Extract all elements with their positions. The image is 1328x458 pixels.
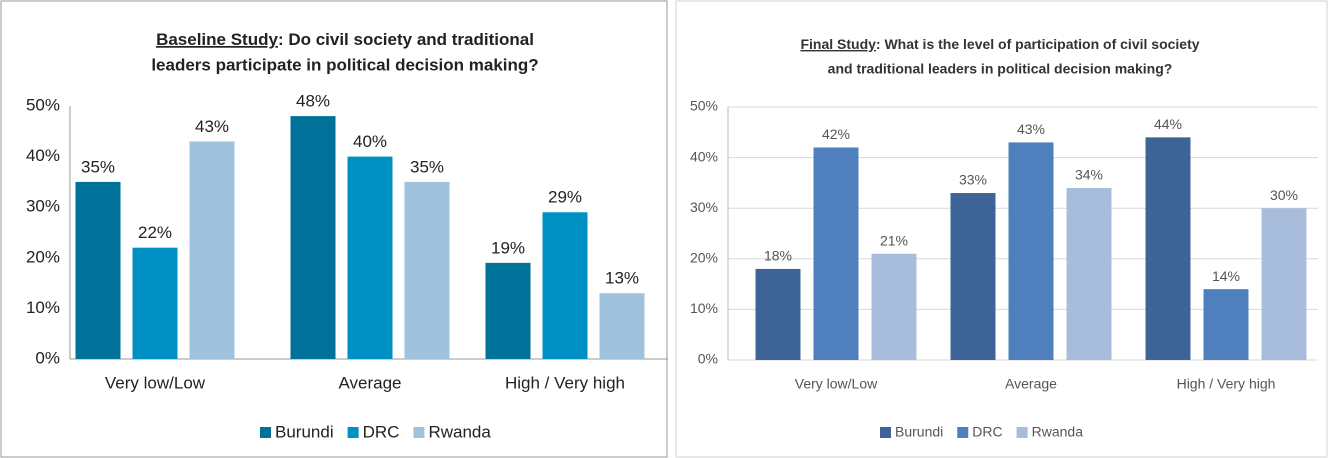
y-tick-label: 30% [690,199,718,215]
legend-swatch [1016,427,1028,438]
data-label: 14% [1212,268,1240,284]
bar [132,247,178,359]
chart-title: Final Study: What is the level of partic… [800,36,1199,52]
chart-title-underlined: Final Study [800,36,876,52]
legend-swatch [880,427,891,438]
bar [290,116,336,360]
data-label: 42% [822,126,850,142]
data-label: 43% [1017,121,1045,137]
y-tick-label: 50% [690,98,718,114]
legend-label: Rwanda [428,422,491,441]
data-label: 18% [764,248,792,264]
bar [813,147,859,360]
legend-label: DRC [363,422,400,441]
data-label: 48% [296,92,330,111]
data-label: 30% [1270,187,1298,203]
bar [1066,187,1112,360]
data-label: 33% [959,172,987,188]
bar [950,193,996,360]
y-tick-label: 30% [26,197,60,216]
chart-title-text: : Do civil society and traditional [278,30,534,49]
data-label: 13% [605,269,639,288]
chart-title-underlined: Baseline Study [156,30,278,49]
data-label: 22% [138,223,172,242]
x-tick-label: Very low/Low [795,376,878,392]
y-tick-label: 0% [698,351,718,367]
legend-swatch [260,427,271,438]
y-tick-label: 10% [26,298,60,317]
data-label: 40% [353,132,387,151]
legend-swatch [413,427,425,438]
bar [189,141,235,359]
y-tick-label: 20% [690,250,718,266]
data-label: 34% [1075,167,1103,183]
legend-label: Rwanda [1032,424,1084,440]
y-tick-label: 40% [26,146,60,165]
chart-frame [675,0,1328,458]
data-label: 44% [1154,116,1182,132]
data-label: 43% [195,117,229,136]
bar [404,181,450,359]
x-tick-label: Average [338,373,401,392]
data-label: 35% [81,157,115,176]
x-tick-label: High / Very high [505,373,625,392]
x-tick-label: High / Very high [1177,376,1276,392]
x-tick-label: Very low/Low [105,373,206,392]
bar [1203,289,1249,360]
legend-label: DRC [972,424,1002,440]
y-tick-label: 0% [35,348,60,367]
x-tick-label: Average [1005,376,1057,392]
y-tick-label: 40% [690,148,718,164]
chart-title: leaders participate in political decisio… [151,55,538,74]
chart-title: and traditional leaders in political dec… [828,61,1173,77]
bar [1145,137,1191,360]
legend-label: Burundi [895,424,943,440]
data-label: 29% [548,188,582,207]
bar [542,212,588,359]
bar [1261,208,1307,360]
bar [871,253,917,360]
chart-title-text: : What is the level of participation of … [876,36,1200,52]
bar [485,262,531,359]
bar [755,268,801,360]
bar [599,293,645,359]
data-label: 35% [410,157,444,176]
bar [347,156,393,359]
bar [75,181,121,359]
legend-label: Burundi [275,422,334,441]
legend-swatch [957,427,969,438]
y-tick-label: 10% [690,300,718,316]
data-label: 21% [880,232,908,248]
legend-swatch [347,427,359,438]
y-tick-label: 20% [26,247,60,266]
chart-title: Baseline Study: Do civil society and tra… [156,30,534,49]
bar [1008,142,1054,360]
y-tick-label: 50% [26,95,60,114]
data-label: 19% [491,238,525,257]
